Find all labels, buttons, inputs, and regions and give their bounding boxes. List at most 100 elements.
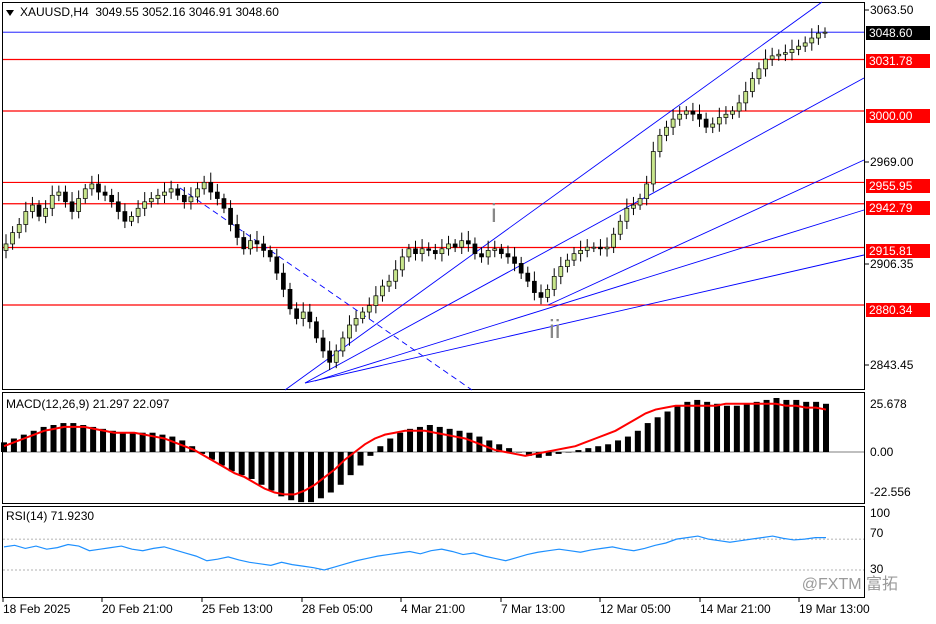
candle-body-25 [168,188,174,193]
candle-body-111 [736,102,742,112]
candle-body-62 [413,248,418,255]
macd-tick-zero: 0.00 [870,445,894,459]
macd-bar-69 [684,401,691,452]
macd-pane[interactable] [2,392,865,504]
macd-bar-31 [308,452,315,503]
candle-body-98 [650,151,656,185]
candle-body-68 [452,243,458,248]
candle-body-39 [261,243,266,251]
trend-line-4 [547,159,865,306]
trend-line-0 [284,1,823,391]
macd-bar-11 [109,430,116,452]
candle-body-44 [294,308,299,319]
candle-body-90 [598,246,603,250]
candle-body-60 [399,256,405,271]
macd-bar-40 [397,432,404,452]
macd-bar-73 [723,405,730,452]
level-badge-3000: 3000.00 [866,109,930,123]
candle-body-53 [353,318,359,326]
candle-body-101 [670,118,676,128]
candle-body-117 [776,53,782,57]
price-pane[interactable] [2,2,865,390]
rsi-pane[interactable] [2,506,865,598]
time-tick-1: 20 Feb 21:00 [102,602,173,616]
level-badge-2955: 2955.95 [866,179,930,193]
candle-body-77 [512,256,517,264]
macd-bar-63 [624,436,631,452]
candle-body-87 [578,250,583,255]
trend-line-2 [314,209,865,382]
candle-body-63 [419,248,425,255]
macd-bar-38 [377,446,384,452]
macd-bar-59 [585,448,592,452]
candle-body-71 [472,243,478,255]
candle-body-15 [102,191,108,196]
macd-bar-37 [367,452,374,456]
candle-body-50 [333,350,339,363]
candle-body-21 [142,201,148,209]
candle-body-29 [195,188,200,198]
candle-body-91 [604,246,610,250]
candle-body-13 [89,183,95,190]
macd-bar-51 [506,448,513,452]
macd-bar-75 [743,403,750,452]
macd-bar-47 [466,432,473,452]
candle-body-116 [769,55,775,60]
dropdown-triangle-icon[interactable] [6,9,14,16]
macd-bar-57 [565,452,572,453]
wave-label-i: i [491,198,497,228]
candle-body-4 [30,204,35,212]
macd-bar-60 [595,446,602,452]
macd-bar-21 [208,452,215,460]
candle-body-57 [380,285,385,297]
price-tick-1: 2969.00 [870,155,914,169]
candle-body-109 [723,113,729,118]
macd-bar-25 [248,452,255,479]
macd-bar-56 [555,452,562,454]
macd-bar-8 [80,425,87,452]
time-tick-5: 7 Mar 13:00 [501,602,566,616]
candle-body-41 [274,256,280,274]
candle-body-100 [664,126,669,136]
candle-body-124 [822,31,828,34]
candle-body-88 [584,246,590,251]
current-price-badge: 3048.60 [866,26,930,40]
macd-bar-24 [238,452,245,476]
candle-body-82 [545,288,550,298]
symbol-header[interactable]: XAUUSD,H4 3049.55 3052.16 3046.91 3048.6… [6,5,279,19]
macd-bar-43 [426,425,433,452]
macd-bar-6 [60,423,67,452]
candle-body-85 [565,259,570,267]
candle-body-20 [135,207,141,217]
symbol-name: XAUUSD,H4 [20,5,89,19]
macd-bar-16 [159,434,166,452]
macd-bar-80 [793,399,800,452]
macd-bar-52 [515,452,522,453]
candle-body-76 [505,253,511,258]
macd-bar-82 [813,401,820,452]
candle-body-43 [287,288,293,310]
macd-bar-81 [803,401,810,452]
candle-body-120 [796,45,801,50]
price-tick-2: 2906.35 [870,257,914,271]
candle-body-30 [201,181,207,190]
macd-bar-2 [20,434,27,452]
time-tick-8: 19 Mar 13:00 [799,602,870,616]
wave-label-ii: ii [549,314,561,344]
macd-bar-29 [288,452,295,501]
macd-bar-26 [258,452,265,485]
candle-body-84 [558,266,564,277]
macd-bar-10 [100,428,107,452]
macd-bar-62 [615,440,622,452]
candle-body-59 [393,269,399,282]
macd-bar-23 [228,452,235,472]
candle-body-22 [148,198,154,203]
time-tick-4: 4 Mar 21:00 [401,602,466,616]
candle-body-115 [763,58,768,70]
candle-body-45 [300,311,306,319]
candle-body-64 [426,248,432,251]
candle-body-118 [783,52,788,55]
candle-body-114 [756,68,762,79]
candle-body-38 [254,240,260,245]
